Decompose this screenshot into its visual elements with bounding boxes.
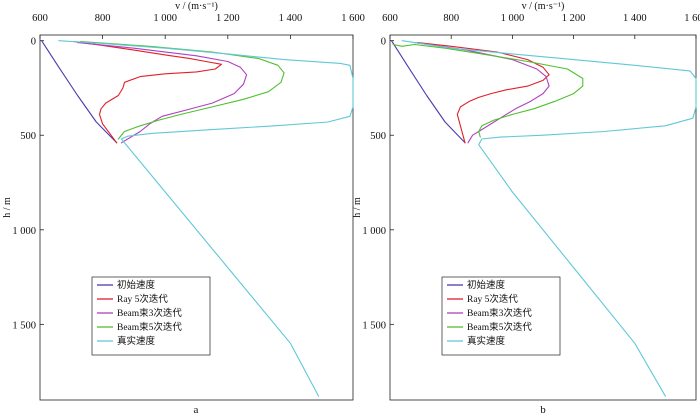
- y-tick-label: 1 000: [12, 226, 36, 237]
- series-line-0: [390, 40, 466, 144]
- plot-frame: [39, 34, 354, 401]
- x-tick-label: 1 400: [623, 13, 647, 24]
- series-line-2: [413, 42, 550, 144]
- series-line-1: [416, 42, 550, 144]
- legend-entry: Ray 5次迭代: [117, 293, 168, 305]
- x-tick-label: 800: [443, 13, 459, 24]
- legend-entry: Beam束3次迭代: [467, 307, 532, 319]
- panel-a: 600 800 1 000 1 200 1 400 1 600 v / (m·s⁻¹) 0 50…: [2, 1, 365, 416]
- y-tick-label: 1 500: [12, 320, 36, 331]
- legend-entry: Ray 5次迭代: [467, 293, 518, 305]
- x-tick-label: 1 600: [684, 13, 700, 24]
- series-line-4: [401, 40, 697, 397]
- y-tick-label: 0: [381, 37, 386, 48]
- x-axis-label: v / (m·s⁻¹): [522, 1, 565, 12]
- series-line-3: [392, 43, 584, 138]
- legend-entry: 真实速度: [117, 335, 156, 347]
- legend-entry: Beam束3次迭代: [117, 307, 182, 319]
- x-tick-label: 1 600: [341, 13, 365, 24]
- legend-entry: 初始速度: [467, 279, 506, 291]
- y-tick-label: 500: [20, 131, 36, 142]
- legend-entry: 真实速度: [467, 335, 506, 347]
- series-line-4: [58, 40, 354, 397]
- y-axis-label: h / m: [352, 197, 363, 218]
- x-tick-label: 1 000: [501, 13, 525, 24]
- legend-entry: Beam束5次迭代: [117, 321, 182, 333]
- y-axis-label: h / m: [2, 197, 13, 218]
- y-tick-label: 500: [370, 131, 386, 142]
- x-tick-label: 800: [95, 13, 111, 24]
- series-line-1: [73, 41, 223, 144]
- plot-frame: [389, 34, 697, 401]
- x-tick-label: 600: [382, 13, 398, 24]
- x-axis-label: v / (m·s⁻¹): [175, 1, 218, 12]
- legend-box: [441, 276, 561, 356]
- x-tick-label: 1 000: [153, 13, 177, 24]
- panel-b: 600 800 1 000 1 200 1 400 1 600 v / (m·s⁻¹) 0 50…: [352, 1, 700, 416]
- y-tick-label: 1 000: [362, 226, 386, 237]
- series-line-0: [41, 40, 118, 144]
- y-tick-label: 0: [31, 37, 36, 48]
- x-tick-label: 600: [32, 13, 48, 24]
- legend-box: [91, 276, 211, 356]
- y-tick-label: 1 500: [362, 320, 386, 331]
- panel-label: a: [194, 404, 199, 416]
- x-tick-label: 1 200: [562, 13, 586, 24]
- panel-label: b: [540, 404, 546, 416]
- x-tick-label: 1 200: [216, 13, 240, 24]
- series-line-2: [77, 42, 248, 144]
- x-tick-label: 1 400: [279, 13, 303, 24]
- legend-entry: 初始速度: [117, 279, 156, 291]
- legend-entry: Beam束5次迭代: [467, 321, 532, 333]
